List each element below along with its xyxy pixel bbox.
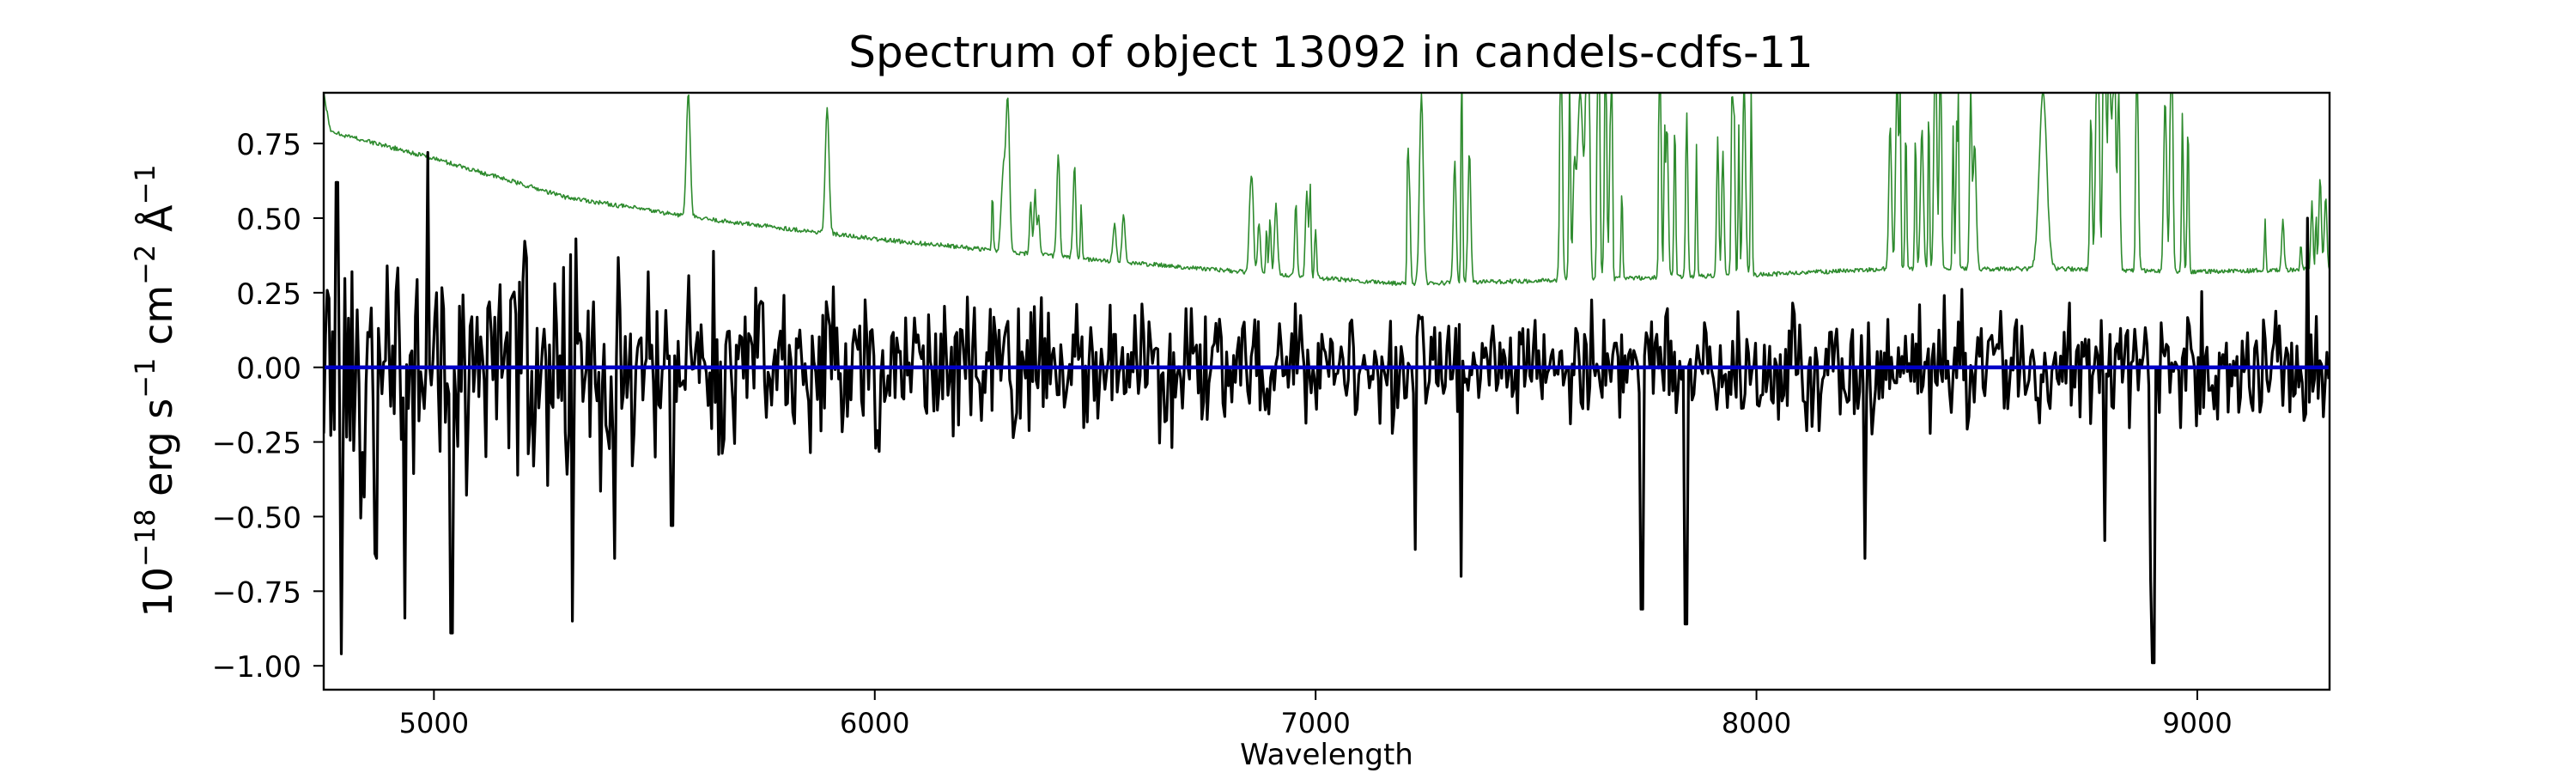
x-tick-label: 6000	[840, 707, 909, 740]
y-tick-label: 0.75	[236, 128, 301, 162]
x-tick-label: 7000	[1280, 707, 1350, 740]
y-axis-label: 10−18 erg s−1 cm−2 Å−1	[129, 164, 181, 617]
y-axis-label-exp: −1	[129, 358, 161, 399]
x-tick-label: 9000	[2162, 707, 2232, 740]
x-axis: 5000 6000 7000 8000 9000	[399, 690, 2233, 740]
y-tick-label: 0.50	[236, 203, 301, 237]
y-axis-label-exp: −2	[129, 245, 161, 285]
y-tick-label: 0.25	[236, 277, 301, 312]
chart-title: Spectrum of object 13092 in candels-cdfs…	[848, 27, 1814, 77]
y-axis: 0.75 0.50 0.25 0.00 −0.25 −0.50 −0.75 −1.00	[212, 128, 324, 685]
y-axis-label-unit: erg s	[135, 399, 181, 509]
plot-area	[324, 93, 2330, 665]
x-axis-label: Wavelength	[1240, 738, 1413, 772]
y-tick-label: −0.50	[212, 501, 301, 535]
y-axis-label-exp: −18	[129, 509, 161, 568]
y-tick-label: −0.25	[212, 427, 301, 461]
y-axis-label-unit: Å	[135, 204, 181, 245]
y-tick-label: −1.00	[212, 650, 301, 685]
y-tick-label: 0.00	[236, 352, 301, 386]
x-tick-label: 8000	[1722, 707, 1791, 740]
plot-frame	[322, 91, 2331, 691]
x-tick-label: 5000	[399, 707, 469, 740]
y-axis-label-exp: −1	[129, 164, 161, 204]
noise-series-line	[324, 93, 2330, 286]
y-axis-label-unit: cm	[135, 285, 181, 358]
flux-series-line	[324, 150, 2330, 665]
y-tick-label: −0.75	[212, 575, 301, 610]
y-axis-label-base: 10	[135, 567, 181, 618]
